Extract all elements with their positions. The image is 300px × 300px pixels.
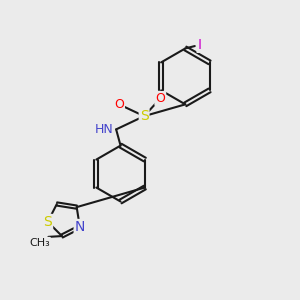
Text: CH₃: CH₃: [29, 238, 50, 248]
Text: O: O: [114, 98, 124, 111]
Text: HN: HN: [94, 123, 113, 136]
Text: N: N: [75, 220, 85, 234]
Text: I: I: [197, 38, 202, 52]
Text: S: S: [44, 215, 52, 229]
Text: S: S: [140, 109, 148, 123]
Text: O: O: [155, 92, 165, 105]
